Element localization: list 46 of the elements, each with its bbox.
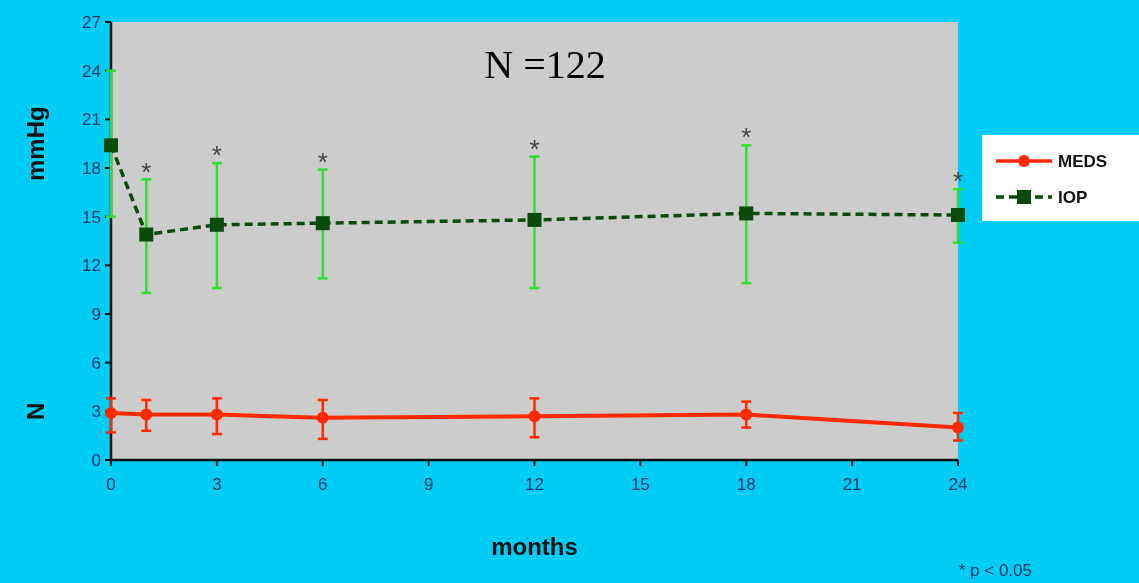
text: N (22, 402, 49, 421)
point (316, 411, 329, 424)
x-tick-label: 0 (106, 475, 116, 494)
point (951, 208, 965, 223)
y-tick-label: 3 (91, 402, 101, 422)
y-tick-label: 6 (91, 353, 101, 373)
y-tick-label: 24 (82, 61, 101, 81)
annotation: * (317, 146, 328, 177)
y-tick-label: 21 (82, 110, 101, 130)
point (140, 408, 153, 421)
annotation: * (141, 156, 152, 187)
x-tick-label: 24 (948, 475, 968, 494)
y-axis-title: mmHg (22, 106, 49, 181)
legend-label: IOP (1058, 187, 1088, 207)
y-tick-label: 12 (82, 256, 101, 276)
annotation: * (741, 122, 752, 153)
annotation: * (211, 140, 222, 171)
point (210, 408, 223, 421)
x-tick-label: 21 (842, 475, 862, 494)
point (740, 408, 753, 421)
x-tick-label: 9 (423, 475, 434, 494)
x-tick-label: 15 (630, 475, 650, 494)
x-tick-label: 3 (212, 475, 222, 494)
legend-label: MEDS (1058, 151, 1108, 171)
x-tick-label: 12 (525, 475, 544, 494)
x-tick-label: 6 (318, 475, 328, 494)
point (952, 421, 964, 434)
y-tick-label: 0 (91, 450, 101, 470)
y-tick-label: 18 (82, 158, 101, 178)
point (105, 406, 117, 419)
text: * p < 0.05 (958, 561, 1032, 580)
x-axis-title: months (491, 533, 578, 560)
y-tick-label: 15 (82, 207, 101, 227)
point (527, 212, 542, 227)
annotation: N =122 (484, 42, 606, 87)
point (209, 217, 224, 232)
y-tick-label: 27 (82, 12, 101, 32)
point (739, 206, 754, 221)
y-tick-label: 9 (91, 304, 101, 324)
annotation: * (952, 166, 964, 197)
point (528, 410, 541, 423)
x-tick-label: 18 (736, 475, 756, 494)
point (104, 138, 118, 153)
point (139, 227, 154, 242)
annotation: * (529, 133, 540, 164)
point (315, 216, 330, 231)
